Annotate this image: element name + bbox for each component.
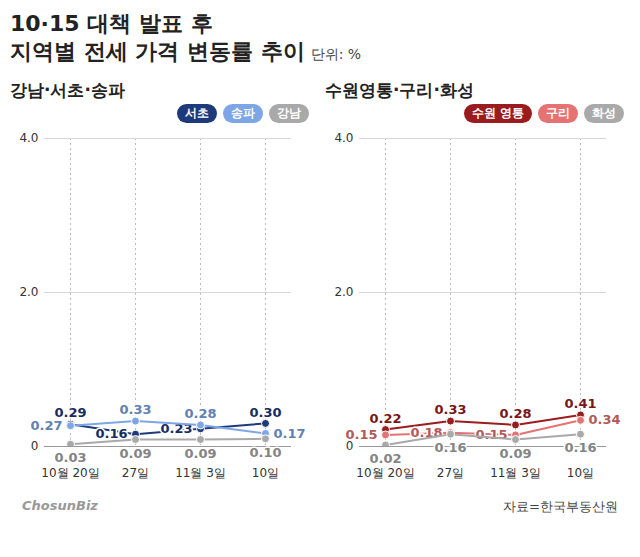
svg-text:0.18: 0.18 — [410, 424, 443, 440]
svg-text:0.17: 0.17 — [274, 426, 306, 441]
svg-text:2.0: 2.0 — [334, 285, 353, 299]
svg-text:0.02: 0.02 — [369, 451, 401, 466]
html-text:ChosunBiz: ChosunBiz — [22, 498, 98, 513]
svg-text:0.10: 0.10 — [249, 445, 281, 460]
html-text:자료=한국부동산원: 자료=한국부동산원 — [503, 499, 618, 514]
html-text:구리: 구리 — [546, 105, 570, 120]
html-text:10·15 대책 발표 후: 10·15 대책 발표 후 — [10, 11, 213, 36]
svg-text:11월 3일: 11월 3일 — [490, 466, 541, 480]
svg-text:11월 3일: 11월 3일 — [175, 466, 226, 480]
svg-text:0.03: 0.03 — [54, 450, 86, 465]
svg-text:0.16: 0.16 — [434, 440, 466, 455]
svg-text:0.09: 0.09 — [499, 446, 531, 461]
svg-text:10월 20일: 10월 20일 — [41, 466, 99, 480]
svg-text:4.0: 4.0 — [19, 131, 38, 145]
svg-text:0: 0 — [31, 439, 39, 453]
svg-text:27일: 27일 — [437, 466, 464, 480]
html-text:화성: 화성 — [592, 105, 616, 120]
svg-text:0.34: 0.34 — [589, 412, 621, 427]
html-text:수원 영통: 수원 영통 — [471, 105, 524, 120]
svg-text:0.41: 0.41 — [564, 396, 596, 411]
svg-text:0.28: 0.28 — [499, 406, 531, 421]
html-text:수원영통·구리·화성: 수원영통·구리·화성 — [325, 80, 474, 100]
svg-text:0.29: 0.29 — [54, 405, 87, 421]
svg-text:0.16: 0.16 — [564, 440, 596, 455]
svg-text:2.0: 2.0 — [19, 285, 38, 299]
svg-text:0.16: 0.16 — [95, 426, 127, 441]
svg-text:0.15: 0.15 — [345, 427, 377, 442]
svg-text:0.27: 0.27 — [30, 418, 62, 433]
svg-text:0.09: 0.09 — [119, 446, 151, 461]
svg-text:0.30: 0.30 — [249, 405, 281, 420]
svg-text:0.15: 0.15 — [475, 427, 507, 442]
svg-text:0: 0 — [345, 439, 354, 454]
svg-text:10일: 10일 — [567, 466, 594, 480]
html-text:강남·서초·송파: 강남·서초·송파 — [10, 80, 125, 100]
svg-text:0.28: 0.28 — [184, 406, 216, 421]
html-text:강남: 강남 — [277, 105, 301, 120]
html-text:서초: 서초 — [185, 105, 209, 120]
svg-text:4.0: 4.0 — [334, 131, 353, 145]
svg-text:0.22: 0.22 — [369, 411, 401, 426]
svg-text:0.33: 0.33 — [119, 402, 151, 417]
html-text:지역별 전세 가격 변동률 추이 단위: %: 지역별 전세 가격 변동률 추이 단위: % — [10, 39, 362, 64]
svg-text:0.23: 0.23 — [160, 421, 193, 436]
html-text:송파: 송파 — [231, 105, 255, 120]
svg-text:0.33: 0.33 — [434, 402, 466, 417]
svg-text:0.09: 0.09 — [184, 446, 216, 461]
svg-text:10월 20일: 10월 20일 — [356, 466, 414, 480]
svg-text:10일: 10일 — [252, 466, 279, 480]
svg-text:27일: 27일 — [122, 466, 149, 480]
